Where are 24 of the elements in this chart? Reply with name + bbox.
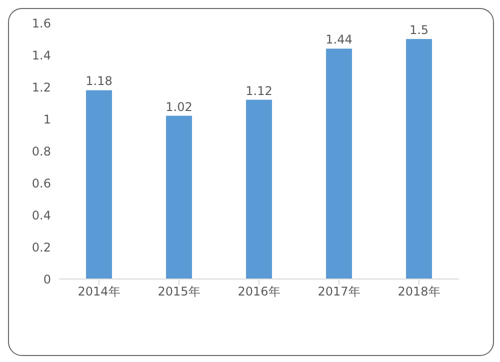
- y-tick-label: 1.2: [32, 80, 51, 94]
- bar: [406, 39, 432, 279]
- x-tick-label: 2016年: [238, 284, 280, 299]
- y-tick-label: 0.2: [32, 240, 51, 254]
- y-tick-label: 1.6: [32, 16, 51, 30]
- data-label: 1.18: [86, 74, 112, 88]
- x-tick-label: 2017年: [318, 284, 360, 299]
- bar: [86, 90, 112, 279]
- data-label: 1.5: [409, 23, 429, 37]
- x-tick-label: 2018年: [398, 284, 440, 299]
- data-label: 1.44: [326, 32, 352, 47]
- x-tick-label: 2014年: [78, 284, 120, 299]
- y-tick-label: 1.4: [32, 48, 51, 62]
- y-tick-label: 0.8: [32, 144, 51, 158]
- data-label: 1.02: [166, 100, 192, 114]
- bar: [326, 48, 352, 279]
- y-tick-label: 0.4: [32, 208, 51, 222]
- x-tick-label: 2015年: [158, 284, 200, 299]
- y-tick-label: 1: [43, 112, 51, 126]
- bar: [246, 100, 272, 279]
- data-label: 1.12: [246, 84, 272, 98]
- y-tick-label: 0: [43, 272, 51, 286]
- y-tick-label: 0.6: [32, 176, 51, 190]
- bar: [166, 116, 192, 279]
